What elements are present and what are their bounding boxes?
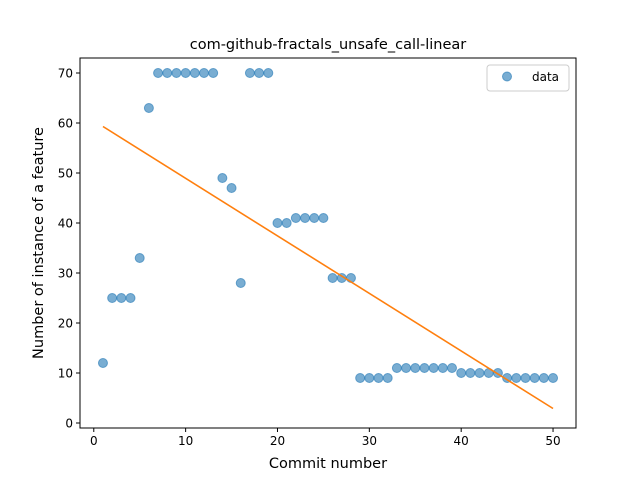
data-point [318,213,329,223]
data-point [401,363,412,373]
data-point [290,213,301,223]
data-point [538,373,549,383]
x-ticks: 0 10 20 30 40 50 [90,428,561,448]
data-point [180,68,191,78]
data-point [217,173,228,183]
y-tick-label: 70 [58,67,73,81]
y-tick-label: 40 [58,217,73,231]
data-point [116,293,127,303]
x-tick-label: 40 [454,434,469,448]
x-tick-label: 0 [90,434,98,448]
y-tick-label: 0 [65,417,73,431]
data-point [208,68,219,78]
data-point [355,373,366,383]
data-point [162,68,173,78]
data-point [548,373,559,383]
chart-title: com-github-fractals_unsafe_call-linear [190,37,467,53]
legend-box [486,64,570,92]
data-point [189,68,200,78]
data-point [300,213,311,223]
legend: data [486,64,570,92]
data-point [382,373,393,383]
x-tick-label: 50 [545,434,560,448]
data-point [125,293,136,303]
y-tick-label: 20 [58,317,73,331]
data-point [410,363,421,373]
x-axis-label: Commit number [269,456,387,472]
data-point [263,68,274,78]
data-point [520,373,531,383]
y-tick-label: 50 [58,167,73,181]
x-tick-label: 10 [178,434,193,448]
data-point [309,213,320,223]
data-point [465,368,476,378]
data-point [419,363,430,373]
data-point [254,68,265,78]
data-point [456,368,467,378]
data-point [171,68,182,78]
data-point [529,373,540,383]
data-point [373,373,384,383]
data-point [364,373,375,383]
legend-label-data: data [532,70,559,84]
y-tick-label: 30 [58,267,73,281]
x-tick-label: 20 [270,434,285,448]
plot-area [79,57,577,429]
data-point [143,103,154,113]
data-point [199,68,209,78]
y-axis-label: Number of instance of a feature [31,127,47,359]
data-point [447,363,457,373]
data-point [437,363,448,373]
marks-layer [97,68,559,410]
data-point [134,253,145,263]
y-tick-label: 60 [58,117,73,131]
data-point [226,183,237,193]
data-point [244,68,255,78]
x-tick-label: 30 [362,434,377,448]
data-point [97,358,108,368]
data-point [281,218,292,228]
data-point [428,363,439,373]
legend-marker-data [502,71,512,82]
data-point [107,293,118,303]
data-point [327,273,338,283]
y-ticks: 0 10 20 30 40 50 60 70 [58,67,80,431]
data-point [391,363,402,373]
y-tick-label: 10 [58,367,73,381]
data-point [272,218,283,228]
fit-line [102,125,554,410]
data-point [511,373,522,383]
data-point [235,278,246,288]
data-point [153,68,164,78]
data-point [474,368,485,378]
